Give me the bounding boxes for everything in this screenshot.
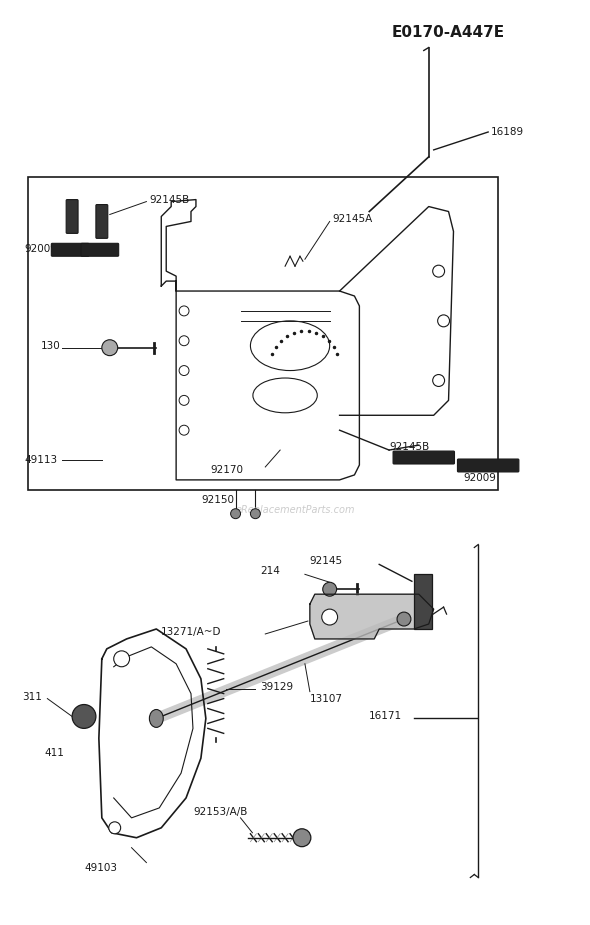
- Text: 92145: 92145: [310, 557, 343, 566]
- Text: 311: 311: [22, 692, 42, 701]
- Text: 411: 411: [44, 748, 64, 758]
- Circle shape: [323, 582, 337, 597]
- Text: 92170: 92170: [211, 465, 244, 475]
- FancyBboxPatch shape: [457, 459, 519, 472]
- Text: 13107: 13107: [310, 694, 343, 704]
- Text: eReplacementParts.com: eReplacementParts.com: [235, 505, 355, 514]
- Text: 92009: 92009: [25, 244, 57, 254]
- Text: 39129: 39129: [260, 682, 293, 692]
- Bar: [28, 177, 498, 490]
- Polygon shape: [310, 594, 434, 639]
- FancyBboxPatch shape: [51, 243, 89, 256]
- Circle shape: [102, 339, 117, 355]
- Text: E0170-A447E: E0170-A447E: [392, 25, 505, 40]
- Circle shape: [293, 829, 311, 846]
- FancyBboxPatch shape: [96, 204, 108, 239]
- Circle shape: [322, 610, 337, 625]
- Bar: [414, 574, 432, 629]
- Text: 92150: 92150: [201, 495, 234, 505]
- Circle shape: [397, 612, 411, 626]
- Circle shape: [109, 821, 121, 833]
- Circle shape: [231, 509, 241, 519]
- Text: 130: 130: [41, 340, 60, 351]
- Text: 214: 214: [260, 566, 280, 576]
- Circle shape: [114, 651, 130, 667]
- Text: 13271/A~D: 13271/A~D: [161, 627, 222, 637]
- Text: 49113: 49113: [25, 455, 58, 465]
- Text: 92009: 92009: [463, 473, 496, 483]
- Text: 92145B: 92145B: [149, 194, 189, 204]
- Ellipse shape: [149, 709, 163, 727]
- FancyBboxPatch shape: [66, 200, 78, 233]
- Circle shape: [72, 705, 96, 728]
- FancyBboxPatch shape: [393, 451, 454, 464]
- Text: 92145B: 92145B: [389, 442, 430, 452]
- Circle shape: [250, 509, 260, 519]
- Text: 16189: 16189: [491, 127, 525, 137]
- Text: 49103: 49103: [84, 862, 117, 872]
- Text: 16171: 16171: [369, 711, 402, 722]
- FancyBboxPatch shape: [81, 243, 119, 256]
- Text: 92153/A/B: 92153/A/B: [193, 807, 247, 817]
- Text: 92145A: 92145A: [333, 215, 373, 225]
